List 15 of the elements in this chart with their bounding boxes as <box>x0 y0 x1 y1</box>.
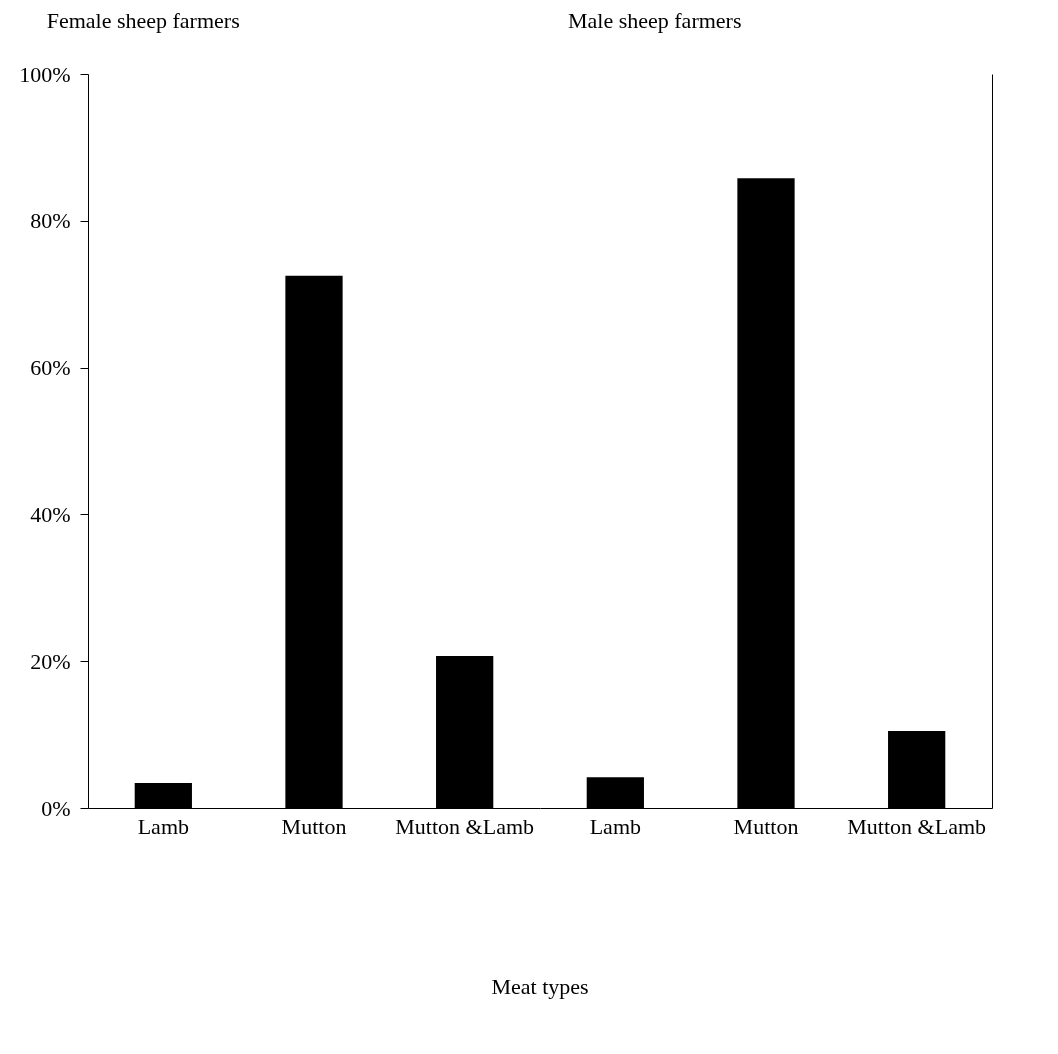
x-axis-title: Meat types <box>491 974 589 999</box>
x-tick-label: Lamb <box>589 813 641 839</box>
y-tick-label: 0% <box>41 795 71 821</box>
y-tick-label: 80% <box>30 208 71 234</box>
x-tick-label: Mutton &Lamb <box>395 813 535 839</box>
y-tick-label: 100% <box>19 61 71 87</box>
chart-title: Female sheep farmers <box>46 8 240 33</box>
x-tick-label: Mutton &Lamb <box>847 813 987 839</box>
y-tick-label: 40% <box>30 501 71 527</box>
y-tick-label: 60% <box>30 355 71 381</box>
y-tick-label: 20% <box>30 648 71 674</box>
chart-title: Male sheep farmers <box>568 8 742 33</box>
x-tick-label: Lamb <box>137 813 189 839</box>
x-tick-label: Mutton <box>281 813 347 839</box>
x-tick-label: Mutton <box>733 813 799 839</box>
